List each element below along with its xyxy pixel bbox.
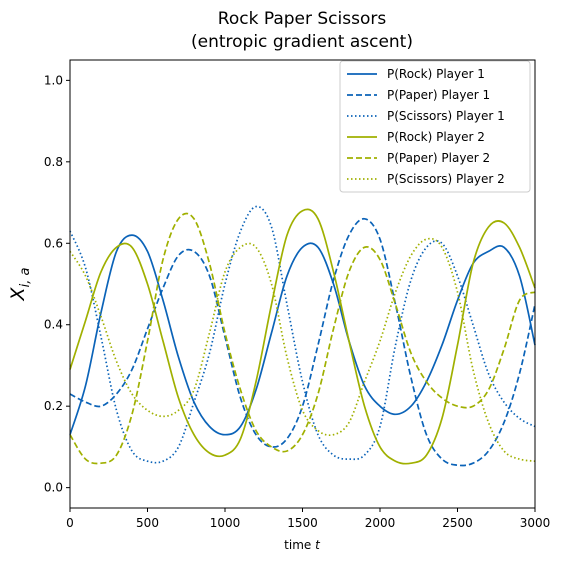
series-line-1 (69, 217, 536, 467)
series-line-2 (69, 205, 536, 464)
legend-box (339, 60, 531, 193)
series-line-5 (69, 237, 536, 463)
x-tick-label: 1000 (210, 516, 241, 530)
y-tick-label: 0.2 (44, 399, 63, 413)
chart-title-line1: Rock Paper Scissors (218, 9, 387, 29)
x-tick-label: 3000 (520, 516, 551, 530)
plot-area (69, 205, 536, 467)
legend-label-2: P(Scissors) Player 1 (387, 109, 505, 123)
x-tick-label: 2500 (442, 516, 473, 530)
legend-label-5: P(Scissors) Player 2 (387, 172, 505, 186)
axes-frame (69, 59, 536, 509)
legend-label-1: P(Paper) Player 1 (387, 88, 490, 102)
x-tick-label: 0 (66, 516, 74, 530)
y-tick-label: 0.8 (44, 155, 63, 169)
y-tick-label: 0.0 (44, 481, 63, 495)
chart-title-line2: (entropic gradient ascent) (191, 32, 413, 52)
x-axis-label: time t (284, 538, 321, 552)
y-tick-label: 0.6 (44, 236, 63, 250)
legend-label-3: P(Rock) Player 2 (387, 130, 485, 144)
y-axis-label: Xi, a (7, 268, 33, 302)
legend-label-0: P(Rock) Player 1 (387, 67, 485, 81)
axis-ticks: 0 500 1000 1500 2000 2500 3000 0.0 0.2 0.4 0.6 0.8 1… (44, 73, 550, 530)
series-line-4 (69, 212, 536, 465)
legend: P(Rock) Player 1 P(Paper) Player 1 P(Sciss… (339, 60, 531, 193)
x-tick-label: 1500 (287, 516, 318, 530)
y-tick-label: 0.4 (44, 318, 63, 332)
x-tick-label: 500 (136, 516, 159, 530)
x-tick-label: 2000 (365, 516, 396, 530)
series-line-0 (69, 234, 536, 436)
series-line-3 (69, 208, 536, 465)
legend-label-4: P(Paper) Player 2 (387, 151, 490, 165)
y-tick-label: 1.0 (44, 73, 63, 87)
